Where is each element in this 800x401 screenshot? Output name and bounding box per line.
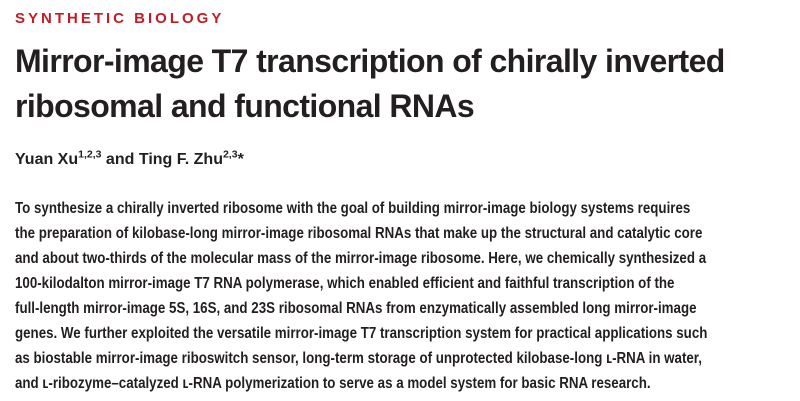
- author-1-name: Yuan Xu: [15, 151, 79, 168]
- abstract-line: and ʟ-ribozyme–catalyzed ʟ-RNA polymeriz…: [15, 375, 651, 392]
- author-2-affiliations: 2,3: [222, 148, 238, 161]
- author-line: Yuan Xu1,2,3 and Ting F. Zhu2,3*: [15, 148, 800, 170]
- abstract-line: To synthesize a chirally inverted riboso…: [15, 200, 691, 217]
- author-1-affiliations: 1,2,3: [78, 148, 102, 161]
- abstract-line: the preparation of kilobase-long mirror-…: [15, 225, 703, 242]
- abstract-line: 100-kilodalton mirror-image T7 RNA polym…: [15, 275, 675, 292]
- abstract-line: and about two-thirds of the molecular ma…: [15, 250, 707, 267]
- article-title-line-1: Mirror-image T7 transcription of chirall…: [15, 43, 725, 79]
- article-title-line-2: ribosomal and functional RNAs: [15, 88, 475, 124]
- section-kicker: SYNTHETIC BIOLOGY: [15, 10, 225, 27]
- article-title: Mirror-image T7 transcription of chirall…: [15, 39, 800, 129]
- corresponding-author-asterisk: *: [237, 151, 244, 168]
- abstract-paragraph: To synthesize a chirally inverted riboso…: [15, 196, 798, 396]
- abstract-line: as biostable mirror-image riboswitch sen…: [15, 350, 702, 367]
- abstract-line: full-length mirror-image 5S, 16S, and 23…: [15, 300, 697, 317]
- abstract-line: genes. We further exploited the versatil…: [15, 325, 708, 342]
- author-connector: and: [101, 151, 139, 168]
- author-2-name: Ting F. Zhu: [138, 151, 223, 168]
